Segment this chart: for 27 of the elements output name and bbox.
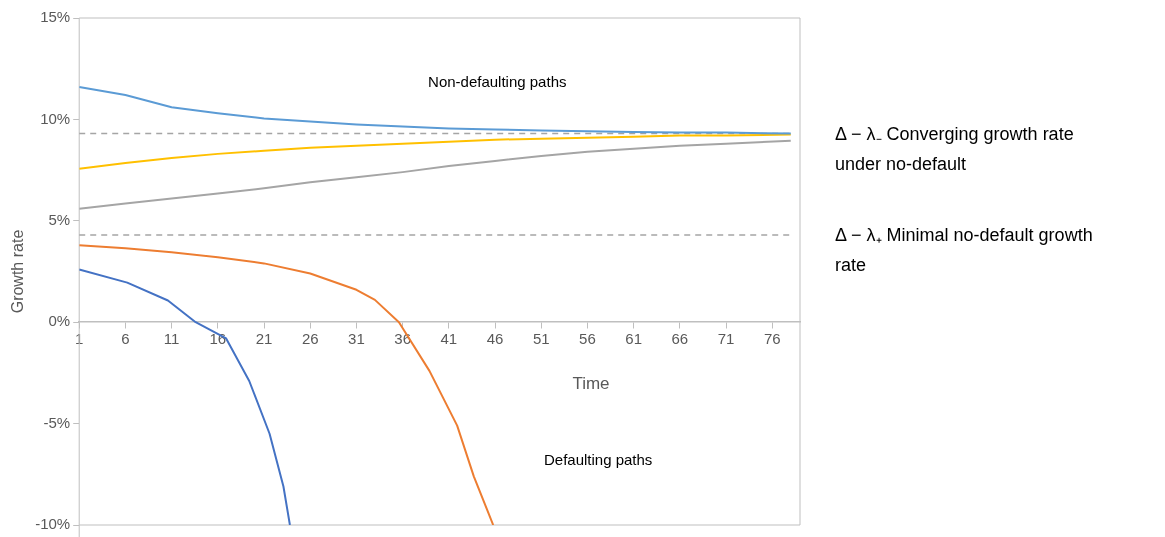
x-tick-label: 51: [532, 330, 550, 348]
x-tick-label: 16: [209, 330, 227, 348]
y-tick-label: 0%: [48, 312, 71, 330]
x-axis-title: Time: [572, 374, 610, 395]
annotation: Non-defaulting paths: [428, 72, 567, 90]
ref-line-label: Δ − λ₊ Minimal no-default growth rate: [835, 224, 1094, 277]
y-tick-label: 15%: [40, 8, 71, 26]
x-tick-label: 71: [717, 330, 735, 348]
x-tick-label: 61: [625, 330, 643, 348]
x-tick-label: 76: [763, 330, 781, 348]
y-tick-label: 10%: [40, 109, 71, 127]
x-tick-label: 41: [440, 330, 458, 348]
x-tick-label: 66: [671, 330, 689, 348]
y-tick-label: -10%: [35, 515, 71, 533]
x-tick-label: 21: [255, 330, 273, 348]
y-tick-label: 5%: [48, 210, 71, 228]
x-tick-label: 1: [75, 330, 84, 348]
y-axis-title: Growth rate: [9, 229, 27, 314]
x-tick-label: 26: [301, 330, 319, 348]
x-tick-label: 31: [348, 330, 365, 348]
x-tick-label: 11: [163, 330, 180, 348]
y-tick-label: -5%: [43, 413, 71, 431]
annotation: Defaulting paths: [543, 450, 653, 468]
ref-line-label: Δ − λ₋ Converging growth rate under no-default: [835, 122, 1075, 176]
x-tick-label: 46: [486, 330, 504, 348]
x-tick-label: 56: [579, 330, 596, 348]
x-tick-label: 6: [121, 330, 130, 348]
